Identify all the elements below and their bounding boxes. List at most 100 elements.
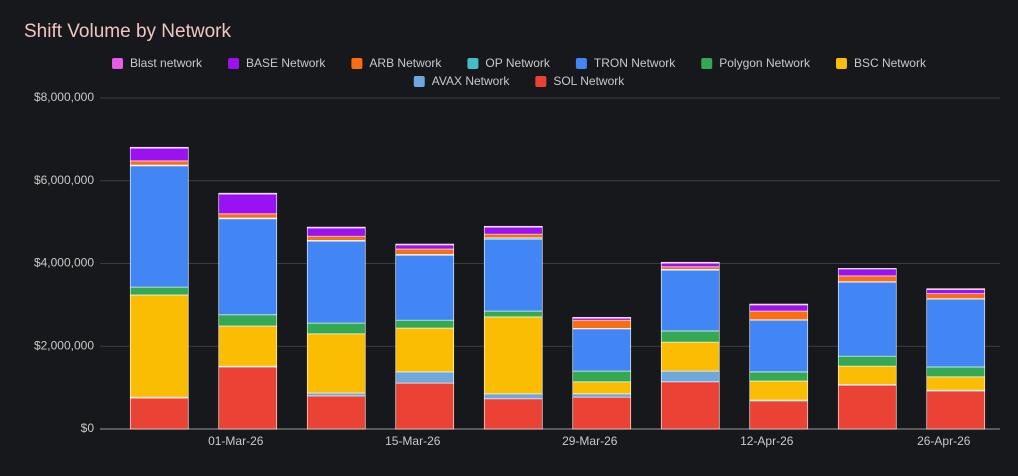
bar-segment: [572, 381, 632, 395]
bar-segment: [306, 392, 366, 397]
bar-segment: [483, 316, 543, 395]
bar-segment: [395, 254, 455, 321]
legend-item: BSC Network: [835, 56, 927, 70]
bar-segment: [129, 286, 189, 296]
y-tick-label: $0: [81, 421, 95, 435]
legend-label: SOL Network: [553, 74, 625, 88]
legend-swatch: [535, 76, 547, 87]
bar-segment: [306, 235, 366, 241]
bar-segment: [926, 376, 986, 391]
bar-segment: [306, 226, 366, 229]
bar-segment: [749, 319, 809, 373]
bar-segment: [483, 226, 543, 235]
bar-segment: [837, 355, 897, 367]
x-tick-label: 12-Apr-26: [740, 434, 794, 448]
bar-segment: [926, 298, 986, 368]
bar-segment: [749, 303, 809, 306]
bar-segment: [572, 370, 632, 383]
bar-segment: [306, 395, 366, 430]
legend-item: BASE Network: [228, 56, 326, 70]
legend-swatch: [701, 58, 713, 69]
bar-segment: [129, 294, 189, 398]
bar-segment: [749, 371, 809, 382]
bar-segment: [218, 192, 278, 195]
bar-segment: [395, 243, 455, 246]
legend-swatch: [413, 76, 425, 87]
bar-segment: [572, 316, 632, 319]
bar-segment: [129, 165, 189, 288]
bar-segment: [395, 244, 455, 250]
bar-segment: [926, 293, 986, 299]
legend-swatch: [351, 58, 363, 69]
bar-segment: [129, 397, 189, 430]
legend-item: ARB Network: [351, 56, 442, 70]
x-tick-label: 01-Mar-26: [208, 434, 264, 448]
legend-item: OP Network: [467, 56, 551, 70]
bar-segment: [395, 382, 455, 430]
bar-segment: [837, 384, 897, 430]
bar-segment: [218, 314, 278, 327]
bar-segment: [660, 330, 720, 343]
bar-segment: [306, 240, 366, 324]
bar-segment: [660, 370, 720, 383]
bar-segment: [483, 225, 543, 228]
legend-label: BSC Network: [854, 56, 927, 70]
legend-label: AVAX Network: [432, 74, 511, 88]
y-tick-label: $4,000,000: [34, 256, 94, 270]
legend-swatch: [112, 58, 124, 69]
bar-segment: [572, 393, 632, 398]
bar-segment: [749, 380, 809, 401]
legend-item: SOL Network: [535, 74, 625, 88]
bar-segment: [926, 390, 986, 430]
legend-label: TRON Network: [594, 56, 676, 70]
bar-segment: [395, 319, 455, 329]
legend-label: BASE Network: [246, 56, 326, 70]
legend-item: Polygon Network: [701, 56, 811, 70]
bar-segment: [660, 381, 720, 430]
bar-segment: [218, 213, 278, 219]
x-tick-label: 26-Apr-26: [917, 434, 971, 448]
bar-segment: [749, 310, 809, 321]
y-tick-label: $8,000,000: [34, 90, 94, 104]
legend-label: Polygon Network: [719, 56, 811, 70]
legend-swatch: [228, 58, 240, 69]
bar-segment: [572, 319, 632, 329]
y-tick-label: $6,000,000: [34, 173, 94, 187]
bar-segment: [483, 233, 543, 239]
bar-segment: [129, 160, 189, 166]
bar-segment: [395, 327, 455, 373]
legend-label: Blast network: [130, 56, 203, 70]
bar-segment: [306, 227, 366, 237]
bar-segment: [306, 322, 366, 335]
bar-segment: [395, 371, 455, 384]
bar-segment: [926, 366, 986, 378]
chart-title: Shift Volume by Network: [24, 21, 231, 42]
legend-swatch: [467, 58, 479, 69]
bar-segment: [483, 238, 543, 312]
bar-segment: [572, 396, 632, 430]
bar-segment: [483, 393, 543, 400]
bar-segment: [660, 269, 720, 332]
x-tick-label: 15-Mar-26: [385, 434, 441, 448]
bar-segment: [129, 147, 189, 162]
bar-segment: [218, 193, 278, 215]
bar-segment: [660, 266, 720, 270]
legend-item: AVAX Network: [413, 74, 511, 88]
bar-segment: [660, 262, 720, 268]
legend-item: Blast network: [112, 56, 203, 70]
bar-segment: [660, 261, 720, 264]
bar-segment: [837, 365, 897, 385]
legend-swatch: [575, 58, 587, 69]
bar-segment: [837, 275, 897, 283]
bar-segment: [306, 333, 366, 394]
legend-swatch: [835, 58, 847, 69]
x-tick-label: 29-Mar-26: [562, 434, 618, 448]
bar-segment: [483, 310, 543, 318]
bar-segment: [660, 341, 720, 372]
bar-segment: [926, 289, 986, 295]
legend-item: TRON Network: [575, 56, 676, 70]
bar-segment: [483, 398, 543, 430]
bar-segment: [749, 400, 809, 430]
legend-label: OP Network: [485, 56, 550, 70]
